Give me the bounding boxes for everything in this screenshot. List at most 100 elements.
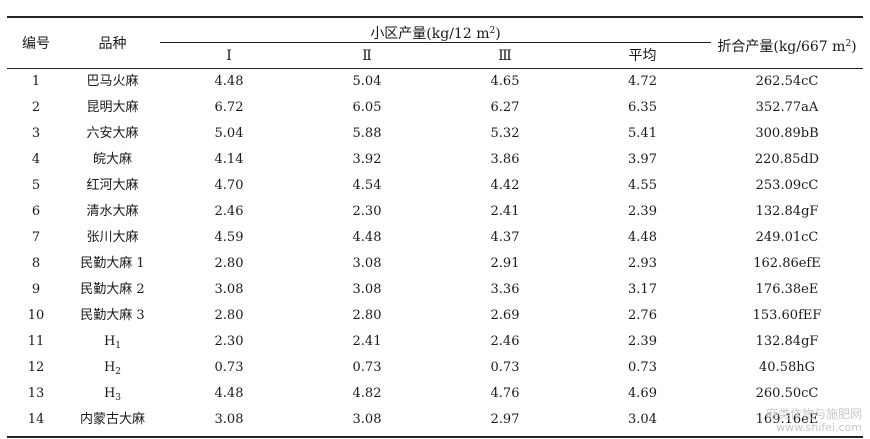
cell-variety: 民勤大麻 3 [80, 308, 145, 323]
cell-variety: 六安大麻 [86, 126, 139, 141]
cell-rep2: 0.73 [352, 360, 382, 375]
cell-converted-yield: 162.86efE [753, 256, 821, 271]
cell-id: 9 [31, 282, 41, 297]
cell-average: 3.97 [628, 152, 657, 167]
cell-converted-yield: 260.50cC [755, 386, 819, 401]
header-variety: 品种 [98, 36, 127, 52]
cell-rep1: 2.80 [214, 308, 244, 323]
header-plot-yield: 小区产量(kg/12 m2) [370, 26, 501, 42]
cell-converted-yield: 220.85dD [754, 152, 820, 167]
cell-rep3: 2.97 [490, 412, 520, 427]
header-average: 平均 [628, 48, 657, 64]
cell-variety: 巴马火麻 [86, 74, 139, 89]
cell-rep3: 2.91 [490, 256, 520, 271]
cell-variety: 内蒙古大麻 [79, 412, 145, 427]
cell-rep3: 2.46 [490, 334, 520, 349]
cell-id: 4 [31, 152, 41, 167]
cell-rep1: 4.14 [214, 152, 244, 167]
cell-rep1: 4.59 [214, 230, 244, 245]
cell-converted-yield: 262.54cC [755, 74, 819, 89]
cell-id: 1 [31, 74, 41, 89]
cell-rep2: 4.82 [352, 386, 382, 401]
cell-rep1: 6.72 [214, 100, 244, 115]
header-rep1: Ⅰ [226, 48, 232, 64]
cell-rep3: 0.73 [490, 360, 520, 375]
cell-converted-yield: 132.84gF [755, 334, 819, 349]
cell-rep2: 2.80 [352, 308, 382, 323]
cell-variety: 张川大麻 [86, 230, 139, 245]
cell-average: 4.55 [628, 178, 657, 193]
cell-rep2: 3.08 [352, 282, 382, 297]
header-rep3: Ⅲ [498, 48, 512, 64]
cell-variety: 民勤大麻 1 [80, 256, 145, 271]
cell-average: 4.72 [628, 74, 657, 89]
cell-average: 2.39 [628, 204, 657, 219]
cell-rep3: 6.27 [490, 100, 520, 115]
header-rep2: Ⅱ [362, 48, 372, 64]
cell-average: 3.04 [628, 412, 657, 427]
cell-rep3: 3.86 [490, 152, 520, 167]
cell-average: 4.69 [628, 386, 657, 401]
cell-converted-yield: 176.38eE [755, 282, 819, 297]
cell-id: 11 [27, 334, 45, 349]
cell-rep2: 4.54 [352, 178, 382, 193]
cell-rep3: 4.42 [490, 178, 520, 193]
cell-converted-yield: 153.60fEF [752, 308, 822, 323]
cell-converted-yield: 300.89bB [755, 126, 819, 141]
cell-variety: 民勤大麻 2 [80, 282, 145, 297]
header-subrule [160, 42, 711, 43]
watermark-line2: www.shifei.com [776, 421, 862, 434]
cell-rep3: 2.69 [490, 308, 520, 323]
cell-variety: H3 [103, 386, 122, 403]
cell-average: 2.39 [628, 334, 657, 349]
site-watermark: 麻类作物与施肥网 www.shifei.com [766, 407, 862, 435]
cell-variety: H2 [103, 360, 122, 377]
cell-rep2: 5.88 [352, 126, 382, 141]
cell-id: 12 [27, 360, 45, 375]
cell-id: 6 [31, 204, 41, 219]
cell-id: 5 [31, 178, 41, 193]
cell-rep2: 3.08 [352, 412, 382, 427]
cell-id: 8 [31, 256, 41, 271]
cell-average: 4.48 [628, 230, 657, 245]
cell-rep2: 2.41 [352, 334, 382, 349]
cell-rep2: 2.30 [352, 204, 382, 219]
cell-rep1: 4.48 [214, 386, 244, 401]
cell-rep1: 2.80 [214, 256, 244, 271]
cell-rep1: 3.08 [214, 412, 244, 427]
cell-rep1: 2.46 [214, 204, 244, 219]
cell-average: 5.41 [628, 126, 657, 141]
cell-rep3: 4.65 [490, 74, 520, 89]
cell-average: 2.76 [628, 308, 657, 323]
cell-id: 13 [27, 386, 45, 401]
cell-rep2: 6.05 [352, 100, 382, 115]
cell-id: 14 [27, 412, 45, 427]
cell-rep2: 3.92 [352, 152, 382, 167]
header-id: 编号 [22, 36, 50, 52]
cell-rep3: 4.37 [490, 230, 520, 245]
cell-variety: 清水大麻 [86, 204, 139, 219]
header-converted-yield: 折合产量(kg/667 m2) [717, 39, 857, 55]
cell-average: 0.73 [628, 360, 657, 375]
cell-rep2: 5.04 [352, 74, 382, 89]
cell-rep2: 3.08 [352, 256, 382, 271]
cell-rep3: 4.76 [490, 386, 520, 401]
cell-converted-yield: 352.77aA [755, 100, 819, 115]
cell-average: 3.17 [628, 282, 657, 297]
cell-rep2: 4.48 [352, 230, 382, 245]
cell-rep1: 2.30 [214, 334, 244, 349]
cell-rep3: 3.36 [490, 282, 520, 297]
header-bottom-rule [7, 68, 863, 69]
cell-rep1: 4.48 [214, 74, 244, 89]
cell-average: 2.93 [628, 256, 657, 271]
cell-id: 3 [31, 126, 41, 141]
cell-variety: 皖大麻 [92, 152, 132, 167]
cell-id: 10 [27, 308, 45, 323]
cell-variety: 昆明大麻 [86, 100, 139, 115]
cell-variety: H1 [103, 334, 122, 351]
cell-converted-yield: 40.58hG [759, 360, 815, 375]
top-rule [7, 16, 863, 18]
cell-converted-yield: 169.16eE [755, 412, 819, 427]
cell-average: 6.35 [628, 100, 657, 115]
cell-id: 2 [31, 100, 41, 115]
